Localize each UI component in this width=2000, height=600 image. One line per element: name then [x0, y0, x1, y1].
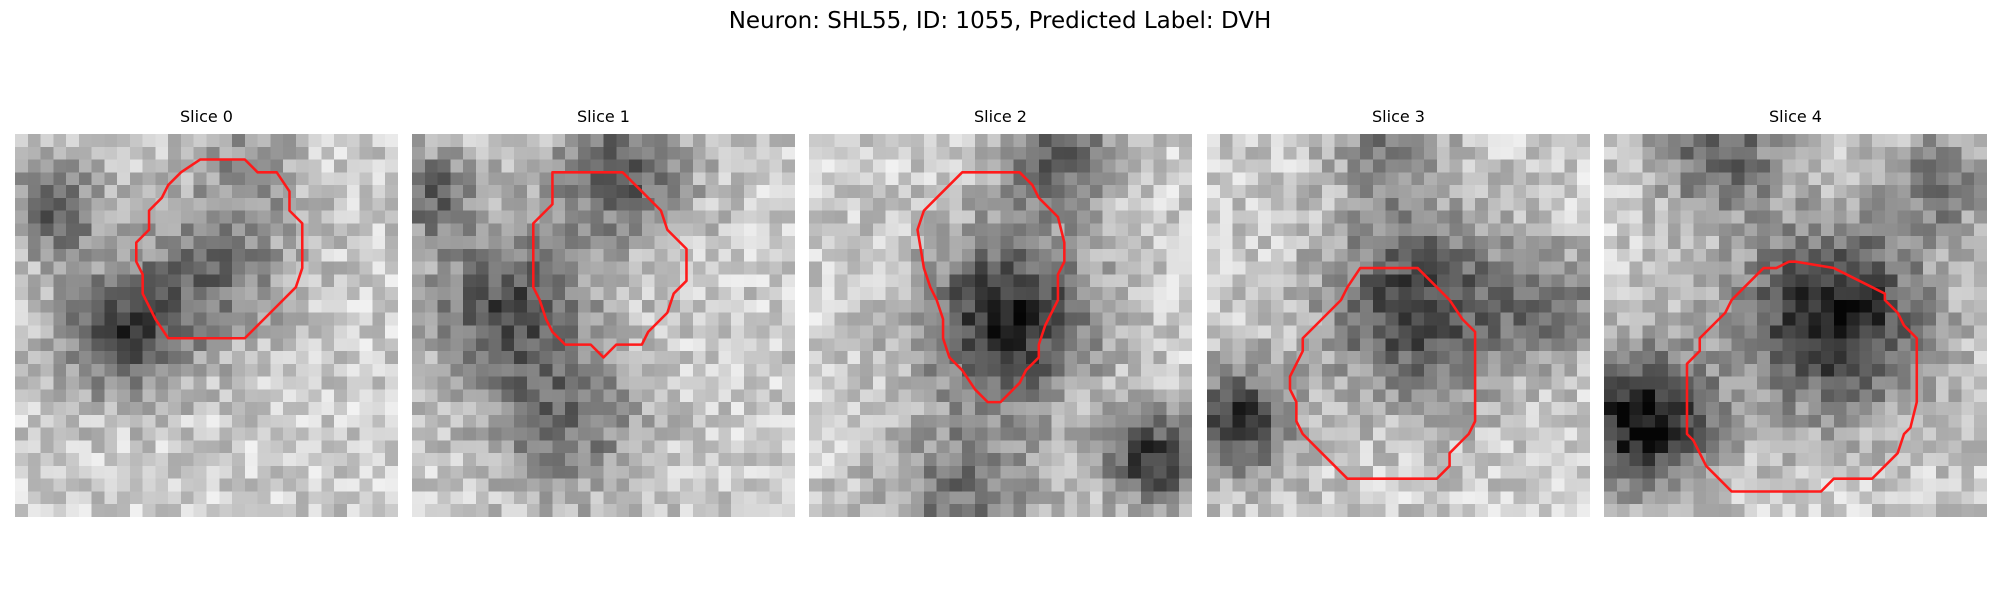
figure-title: Neuron: SHL55, ID: 1055, Predicted Label… — [728, 8, 1272, 34]
slice-panel-2: Slice 2 — [809, 106, 1192, 520]
roi-contour — [916, 171, 1066, 404]
slice-image — [412, 134, 795, 517]
slice-panel-3: Slice 3 — [1207, 106, 1590, 520]
slice-image — [1604, 134, 1987, 517]
slice-title: Slice 0 — [180, 107, 233, 126]
slice-image — [1207, 134, 1590, 517]
slice-image — [15, 134, 398, 517]
slice-title: Slice 1 — [577, 107, 630, 126]
slice-panel-1: Slice 1 — [412, 106, 795, 520]
roi-contour — [135, 158, 304, 340]
roi-contour — [1288, 266, 1477, 480]
roi-contour — [532, 171, 688, 359]
slice-panel-0: Slice 0 — [15, 106, 398, 520]
slice-image — [809, 134, 1192, 517]
roi-contour — [1685, 260, 1919, 493]
slice-title: Slice 4 — [1769, 107, 1822, 126]
slice-title: Slice 2 — [974, 107, 1027, 126]
slice-title: Slice 3 — [1372, 107, 1425, 126]
slice-panel-4: Slice 4 — [1604, 106, 1987, 520]
